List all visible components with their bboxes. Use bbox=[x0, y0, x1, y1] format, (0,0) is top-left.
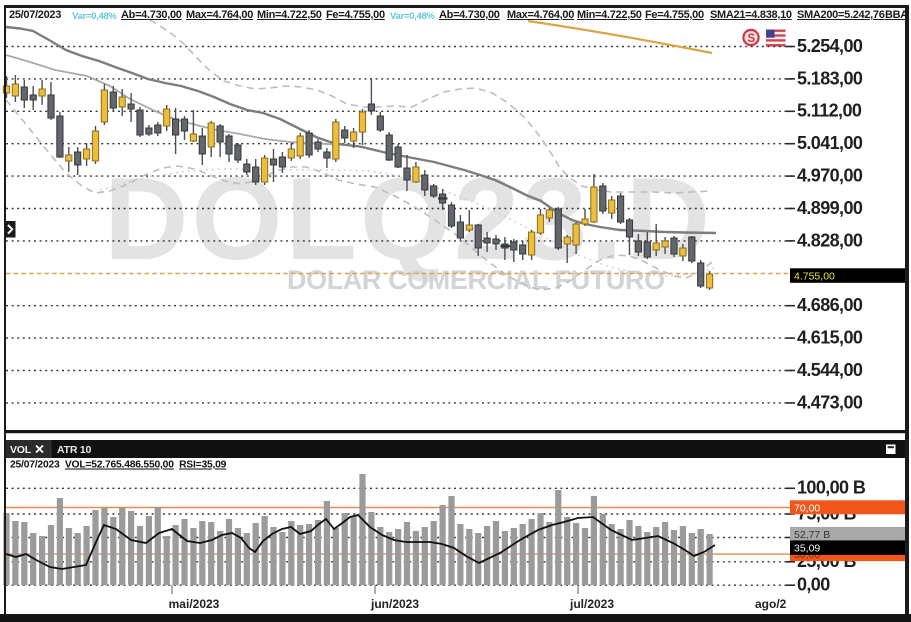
svg-text:35,09: 35,09 bbox=[794, 543, 820, 555]
svg-text:4.899,00: 4.899,00 bbox=[797, 198, 863, 218]
svg-text:5.112,00: 5.112,00 bbox=[797, 101, 862, 121]
svg-text:ago/2: ago/2 bbox=[755, 597, 787, 611]
svg-text:5.254,00: 5.254,00 bbox=[797, 36, 863, 56]
svg-text:4.544,00: 4.544,00 bbox=[797, 360, 863, 380]
svg-text:ATR 10: ATR 10 bbox=[57, 444, 92, 456]
svg-text:4.755,00: 4.755,00 bbox=[794, 271, 835, 283]
svg-text:25/07/2023 VOL=52.765.486.550: 25/07/2023 VOL=52.765.486.550,00 RSI=35,… bbox=[10, 460, 227, 471]
svg-text:100,00 B: 100,00 B bbox=[797, 478, 866, 498]
svg-text:52,77 B: 52,77 B bbox=[794, 529, 830, 541]
svg-text:S: S bbox=[748, 33, 756, 45]
svg-text:4.828,00: 4.828,00 bbox=[797, 230, 863, 250]
svg-text:4.686,00: 4.686,00 bbox=[797, 295, 863, 315]
svg-text:4.473,00: 4.473,00 bbox=[797, 392, 863, 412]
svg-text:0,00: 0,00 bbox=[797, 575, 830, 595]
svg-text:VOL: VOL bbox=[10, 444, 32, 456]
svg-text:jul/2023: jul/2023 bbox=[569, 597, 614, 611]
svg-text:mai/2023: mai/2023 bbox=[169, 597, 220, 611]
svg-text:5.041,00: 5.041,00 bbox=[797, 133, 863, 153]
svg-text:5.183,00: 5.183,00 bbox=[797, 68, 863, 88]
svg-text:DOLAR COMERCIAL FUTURO: DOLAR COMERCIAL FUTURO bbox=[287, 265, 665, 295]
svg-text:4.615,00: 4.615,00 bbox=[797, 328, 863, 348]
svg-text:70,00: 70,00 bbox=[794, 502, 820, 514]
svg-text:jun/2023: jun/2023 bbox=[370, 597, 419, 611]
svg-text:4.970,00: 4.970,00 bbox=[797, 166, 863, 186]
